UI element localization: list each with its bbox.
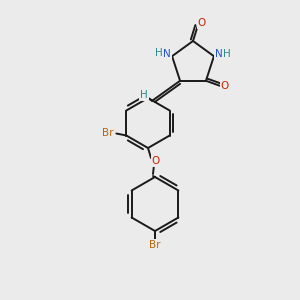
Text: O: O: [152, 156, 160, 166]
Text: N: N: [215, 49, 223, 59]
Text: H: H: [155, 48, 163, 58]
Text: H: H: [140, 90, 148, 100]
Text: N: N: [163, 49, 171, 59]
Text: O: O: [198, 18, 206, 28]
Text: O: O: [221, 81, 229, 91]
Text: H: H: [223, 49, 231, 59]
Text: Br: Br: [149, 240, 161, 250]
Text: Br: Br: [102, 128, 113, 139]
